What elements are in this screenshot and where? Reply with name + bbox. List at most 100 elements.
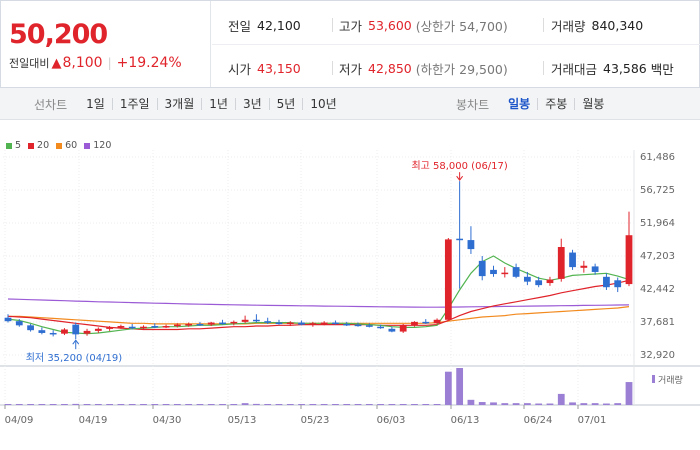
prev-close-value: 42,100 <box>257 17 301 33</box>
y-tick-label: 61,486 <box>640 152 675 163</box>
volume-label: 거래량 <box>551 18 586 34</box>
annotations: 최고 58,000 (06/17) 최저 35,200 (04/19) <box>26 160 508 364</box>
tab-monthly[interactable]: 월봉 <box>574 98 611 110</box>
candle-body <box>151 326 159 328</box>
volume-bar <box>411 404 418 405</box>
candle-body <box>4 317 12 322</box>
x-tick-label: 05/13 <box>228 415 257 426</box>
min-arrow-head <box>72 339 80 345</box>
candle-body <box>320 322 328 325</box>
quote-panel: 50,200 전일대비 ▲ 8,100 | +19.24% 전일 42,100 … <box>0 0 700 88</box>
y-tick-label: 47,203 <box>640 251 675 262</box>
candle-body <box>27 325 34 331</box>
legend-ma120: 120 <box>84 140 111 151</box>
volume-bar <box>557 393 565 405</box>
candle-body <box>264 321 272 323</box>
candle-body <box>388 328 396 332</box>
volume-bar <box>253 403 260 405</box>
candle-body <box>173 324 181 327</box>
x-tick-label: 04/09 <box>5 415 34 426</box>
tab-3y[interactable]: 3년 <box>234 98 269 110</box>
volume-bar <box>354 404 362 405</box>
candle-body <box>433 319 441 324</box>
high-label: 고가 <box>339 18 363 34</box>
volume-bar <box>27 404 34 405</box>
candle-body <box>444 239 452 320</box>
volume-bar <box>320 404 328 405</box>
candle-body <box>106 327 114 329</box>
tab-1w[interactable]: 1주일 <box>111 98 157 110</box>
divider <box>332 61 333 75</box>
tab-5y[interactable]: 5년 <box>268 98 303 110</box>
tab-weekly[interactable]: 주봉 <box>537 98 574 110</box>
price-box: 50,200 전일대비 ▲ 8,100 | +19.24% <box>1 1 211 87</box>
volume-bar <box>207 404 215 405</box>
volume-bar <box>523 403 531 405</box>
volume-bar <box>603 403 610 405</box>
volume-bar <box>388 404 396 405</box>
volume-bar <box>456 368 464 405</box>
volume-bar <box>309 404 317 405</box>
candle-body <box>219 322 226 325</box>
tab-1d[interactable]: 1일 <box>86 97 105 111</box>
legend-ma60: 60 <box>56 140 77 151</box>
up-arrow-icon: ▲ <box>51 55 62 71</box>
max-price-label: 최고 58,000 (06/17) <box>411 160 507 172</box>
volume-bar <box>106 404 114 405</box>
volume-bar <box>399 404 407 405</box>
volume-bar <box>38 404 46 405</box>
tab-1y[interactable]: 1년 <box>201 98 235 110</box>
volume-bar <box>241 403 249 405</box>
volume-bar <box>61 404 68 405</box>
candlestick-chart: 거래량 61,486 56,725 51,964 47,203 42,442 37,681… <box>0 150 700 426</box>
volume-bar <box>614 403 622 405</box>
volume-bar <box>422 404 430 405</box>
ma60-line <box>8 306 630 325</box>
axes: 61,486 56,725 51,964 47,203 42,442 37,681 32,9… <box>4 152 675 426</box>
volume-bar <box>365 404 373 405</box>
volume-bar <box>275 404 283 405</box>
low-value: 42,850 <box>368 60 412 76</box>
volume-bar <box>298 404 305 405</box>
candle-body <box>591 266 599 272</box>
candle-body <box>501 272 509 275</box>
candle-body <box>512 267 520 277</box>
volume-bar <box>15 404 23 405</box>
divider <box>543 61 544 75</box>
volume-bar <box>196 404 204 405</box>
volume-bar <box>83 404 91 405</box>
volume: 거래량 840,340 <box>551 15 643 35</box>
legend-ma5: 5 <box>6 140 21 151</box>
candle-body <box>411 321 418 326</box>
candle-body <box>332 322 339 325</box>
volume-bar <box>264 404 272 405</box>
candle-body <box>83 330 91 334</box>
candle-body <box>535 280 543 286</box>
ma120-line <box>7 298 630 308</box>
legend-label: 20 <box>37 140 50 151</box>
candle-body <box>94 328 102 331</box>
candle-body <box>207 322 215 325</box>
volume-bar <box>173 404 181 405</box>
amount-unit: 백만 <box>650 61 674 77</box>
legend-swatch <box>28 142 35 149</box>
tab-daily[interactable]: 일봉 <box>508 97 531 111</box>
candles <box>4 181 633 340</box>
volume-bar <box>185 404 193 405</box>
x-tick-label: 06/03 <box>377 415 406 426</box>
tab-10y[interactable]: 10년 <box>302 98 343 110</box>
volume-bar <box>433 404 441 405</box>
moving-average-lines <box>7 255 630 335</box>
quote-info: 전일 42,100 고가 53,600 (상한가 54,700) 거래량 840… <box>212 1 700 87</box>
volume-bar <box>478 402 486 405</box>
tab-3m[interactable]: 3개월 <box>156 98 202 110</box>
candle-body <box>185 323 193 326</box>
candle-body <box>162 326 170 328</box>
volume-bar <box>467 399 475 405</box>
grid <box>0 150 700 406</box>
volume-bar <box>569 402 576 405</box>
volume-legend-swatch <box>652 375 655 383</box>
candle-body <box>275 322 283 325</box>
candle-body <box>490 269 497 275</box>
volume-bar <box>94 404 102 405</box>
